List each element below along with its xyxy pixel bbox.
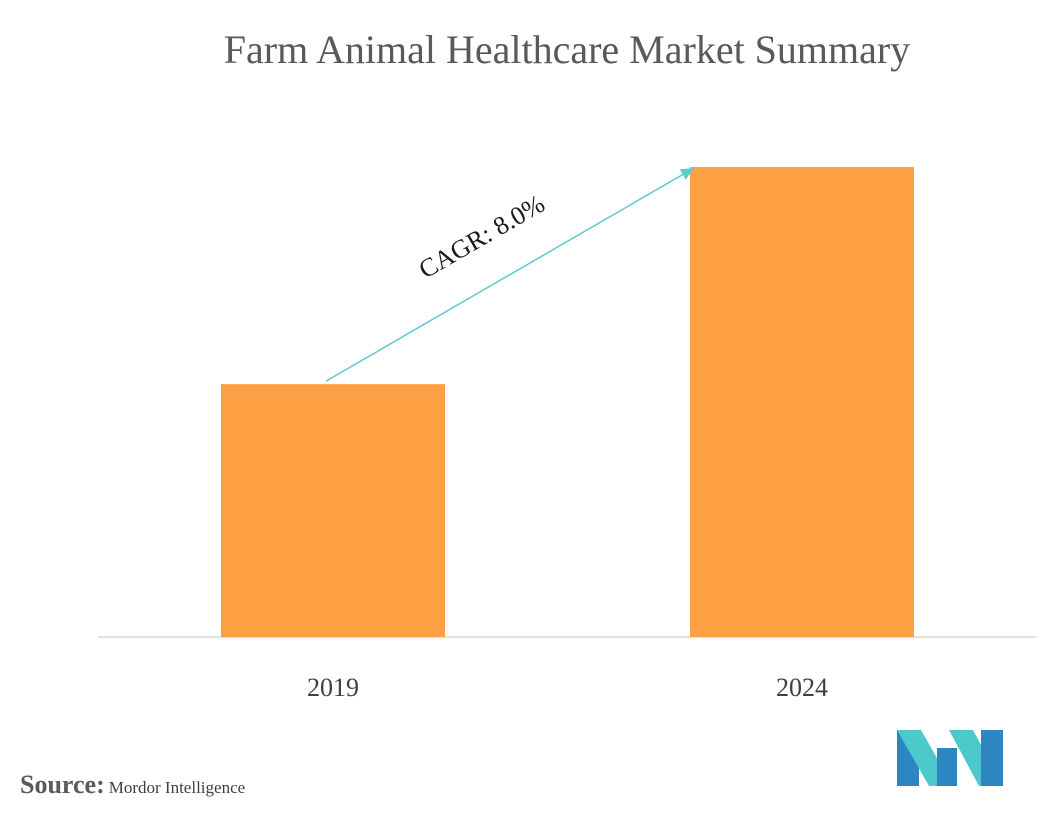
logo-right-stroke: [981, 730, 1003, 786]
logo-middle-stroke: [937, 748, 957, 786]
bar-2024: [690, 167, 914, 637]
bar-2019: [221, 384, 445, 637]
x-tick-labels: 2019 2024: [307, 673, 828, 702]
chart-title: Farm Animal Healthcare Market Summary: [223, 27, 911, 72]
source-value: Mordor Intelligence: [108, 778, 246, 797]
cagr-arrow-line: [325, 173, 684, 382]
bars-layer: [221, 167, 914, 637]
source-label: Source:: [20, 770, 105, 799]
cagr-label: CAGR: 8.0%: [414, 189, 550, 284]
x-tick-label: 2024: [776, 673, 828, 702]
mordor-intelligence-logo-icon: [897, 730, 1003, 786]
cagr-arrow-head: [679, 168, 694, 180]
cagr-annotation: CAGR: 8.0%: [325, 168, 694, 382]
source-line: Source: Mordor Intelligence: [20, 770, 245, 800]
x-tick-label: 2019: [307, 673, 359, 702]
